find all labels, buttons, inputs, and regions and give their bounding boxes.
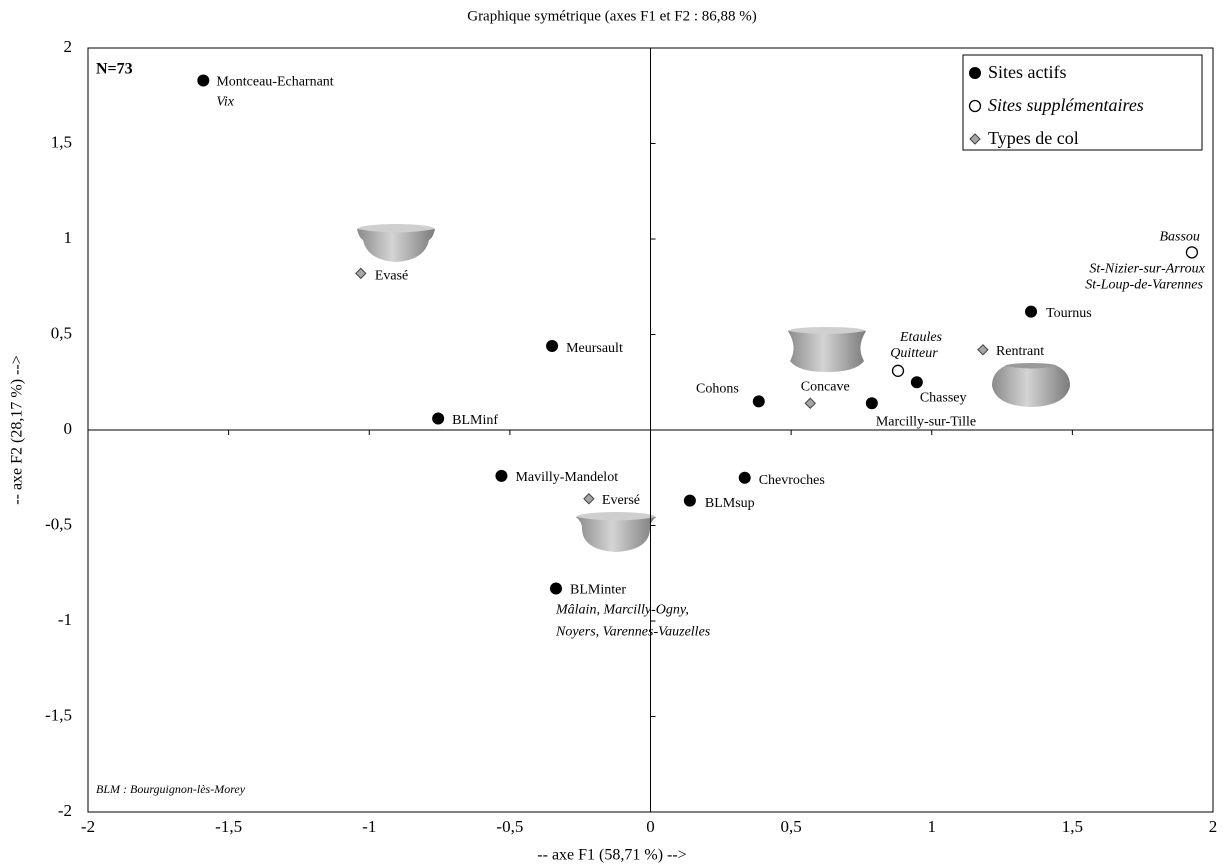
- y-tick-label: -1: [58, 610, 72, 629]
- point-label: Meursault: [566, 341, 623, 356]
- point: [683, 494, 696, 507]
- point: [197, 74, 210, 87]
- point-label: Mâlain, Marcilly-Ogny,: [555, 603, 689, 618]
- x-tick-label: 0: [646, 817, 655, 836]
- sample-size: N=73: [96, 61, 133, 78]
- point: [977, 344, 989, 356]
- x-tick-label: 1,5: [1062, 817, 1083, 836]
- y-axis-label: -- axe F2 (28,17 %) -->: [9, 355, 26, 504]
- legend-marker: [969, 67, 981, 79]
- point: [432, 412, 445, 425]
- y-tick-label: 1,5: [51, 132, 72, 151]
- point-label: BLMsup: [705, 496, 755, 511]
- legend-box: [962, 54, 1203, 151]
- point-label: St-Nizier-sur-Arroux: [1089, 262, 1205, 277]
- point-label: Tournus: [1046, 306, 1092, 321]
- point: [865, 397, 878, 410]
- point-label: Cohons: [696, 382, 739, 397]
- point-label: Evasé: [375, 269, 408, 284]
- point-label: Quitteur: [890, 346, 938, 361]
- point-label: Mavilly-Mandelot: [515, 470, 618, 485]
- point-label: Noyers, Varennes-Vauzelles: [555, 625, 711, 640]
- point-label: Etaules: [899, 330, 943, 345]
- point: [891, 364, 905, 377]
- point-label: Concave: [801, 379, 850, 394]
- legend-marker: [969, 133, 981, 145]
- x-tick-label: -2: [81, 817, 95, 836]
- point-label: Vix: [216, 95, 234, 110]
- x-tick-label: -0,5: [496, 817, 523, 836]
- y-tick-label: 1: [64, 228, 73, 247]
- point-label: Bassou: [1159, 230, 1199, 245]
- point-label: Eversé: [602, 493, 640, 508]
- point: [1025, 305, 1038, 318]
- legend-label: Types de col: [988, 128, 1079, 148]
- point-label: Marcilly-sur-Tille: [876, 414, 976, 429]
- point-label: St-Loup-de-Varennes: [1085, 278, 1203, 293]
- point: [550, 582, 562, 595]
- bowl-icons: [357, 224, 1070, 552]
- point: [804, 397, 816, 409]
- point-label: Chevroches: [759, 473, 825, 488]
- y-tick-label: -0,5: [45, 514, 72, 533]
- point-label: BLMinter: [570, 583, 626, 598]
- y-tick-label: -1,5: [45, 705, 72, 724]
- point: [752, 395, 765, 408]
- point-label: Montceau-Echarnant: [216, 75, 333, 90]
- point: [1185, 246, 1199, 259]
- x-axis-label: -- axe F1 (58,71 %) -->: [537, 847, 686, 864]
- y-tick-label: 0,5: [51, 323, 72, 342]
- point: [910, 376, 923, 389]
- point-label: BLMinf: [452, 413, 498, 428]
- legend-marker: [968, 99, 982, 113]
- x-tick-label: 0,5: [781, 817, 802, 836]
- x-tick-label: 2: [1209, 817, 1218, 836]
- point: [355, 267, 367, 280]
- y-tick-label: -2: [58, 801, 72, 820]
- footnote: BLM : Bourguignon-lès-Morey: [96, 782, 246, 796]
- point: [495, 469, 508, 482]
- legend-label: Sites actifs: [988, 62, 1067, 82]
- x-tick-label: -1,5: [215, 817, 242, 836]
- point: [546, 339, 559, 352]
- x-tick-label: 1: [928, 817, 937, 836]
- y-tick-label: 2: [64, 37, 73, 56]
- point-label: Rentrant: [996, 344, 1044, 359]
- x-tick-label: -1: [362, 817, 376, 836]
- chart-title: Graphique symétrique (axes F1 et F2 : 86…: [467, 8, 757, 24]
- point: [583, 493, 595, 505]
- point: [738, 471, 751, 484]
- point-label: Chassey: [920, 390, 967, 405]
- y-tick-label: 0: [64, 419, 73, 438]
- legend-label: Sites supplémentaires: [988, 95, 1144, 115]
